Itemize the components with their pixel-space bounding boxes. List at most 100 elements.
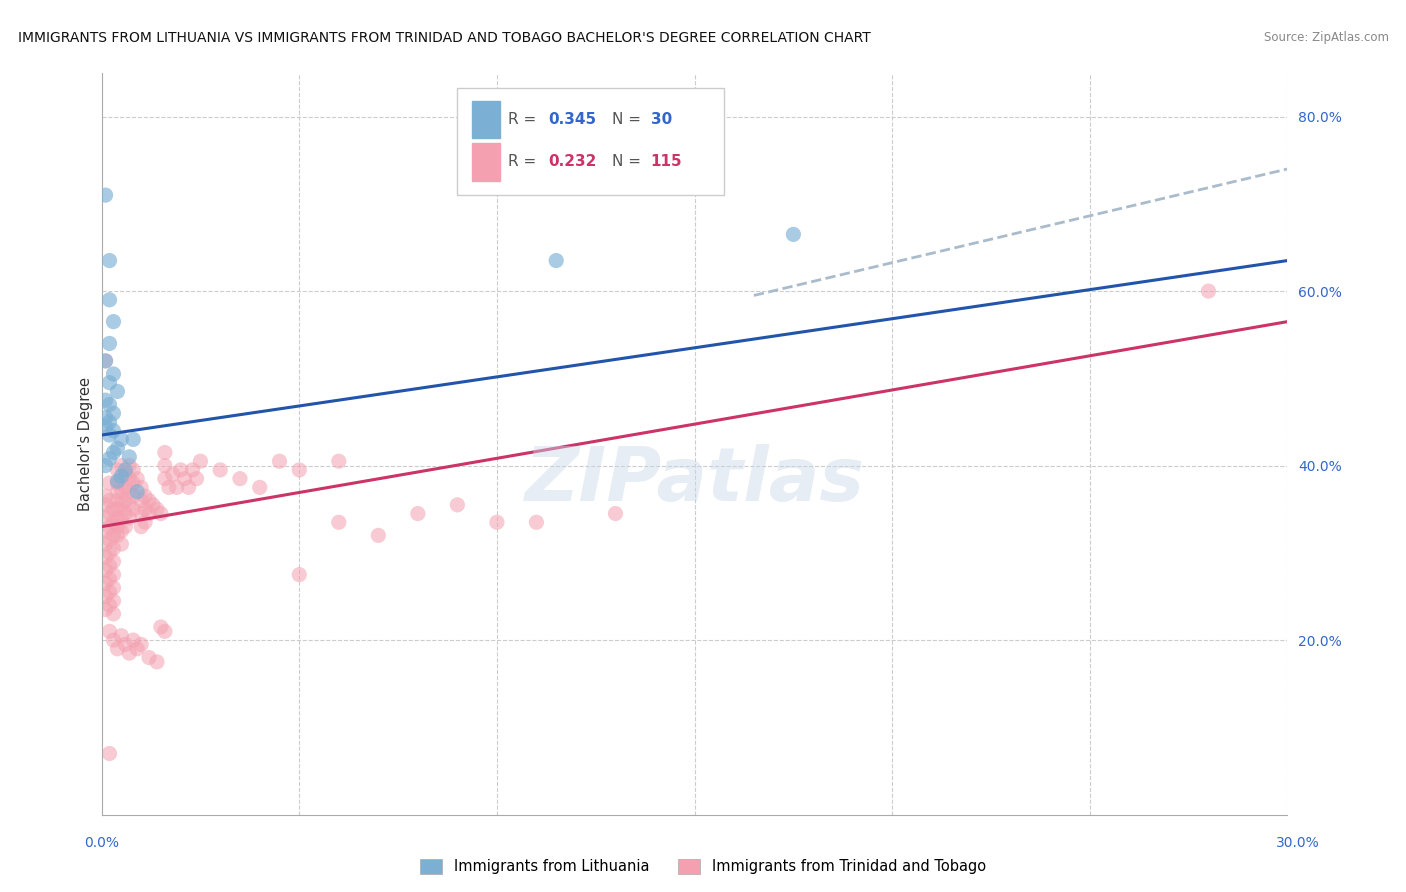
Point xyxy=(142,498,165,512)
Point xyxy=(209,463,232,477)
Point xyxy=(138,493,160,508)
Text: IMMIGRANTS FROM LITHUANIA VS IMMIGRANTS FROM TRINIDAD AND TOBAGO BACHELOR'S DEGR: IMMIGRANTS FROM LITHUANIA VS IMMIGRANTS … xyxy=(18,31,872,45)
Point xyxy=(103,516,125,530)
Point xyxy=(114,519,136,533)
Point xyxy=(129,637,152,651)
Point xyxy=(173,472,195,486)
Point xyxy=(98,519,121,533)
Point xyxy=(103,541,125,556)
Point xyxy=(177,480,200,494)
Point xyxy=(98,336,121,351)
Text: 30: 30 xyxy=(651,112,672,128)
Point xyxy=(110,458,132,473)
Point xyxy=(98,585,121,599)
Point xyxy=(114,507,136,521)
Point xyxy=(122,489,145,503)
Point xyxy=(122,633,145,648)
Point xyxy=(107,463,129,477)
Point xyxy=(149,507,172,521)
Point xyxy=(107,493,129,508)
Point xyxy=(94,511,117,525)
Point xyxy=(103,555,125,569)
Point xyxy=(94,419,117,434)
Point xyxy=(118,450,141,464)
Point xyxy=(107,475,129,489)
Point xyxy=(98,507,121,521)
Point xyxy=(249,480,271,494)
Point xyxy=(129,519,152,533)
Point xyxy=(406,507,429,521)
Point xyxy=(153,472,176,486)
Text: N =: N = xyxy=(612,154,645,169)
Point xyxy=(94,393,117,408)
Point xyxy=(98,558,121,573)
Point xyxy=(118,646,141,660)
Point xyxy=(110,469,132,483)
Point xyxy=(118,458,141,473)
Point xyxy=(98,546,121,560)
Point xyxy=(328,516,350,530)
Text: ZIPatlas: ZIPatlas xyxy=(524,444,865,517)
Point xyxy=(118,472,141,486)
Point xyxy=(103,445,125,459)
FancyBboxPatch shape xyxy=(457,87,724,195)
Point xyxy=(127,641,149,656)
Point xyxy=(146,502,169,516)
Text: 0.232: 0.232 xyxy=(548,154,598,169)
Point xyxy=(146,655,169,669)
Point xyxy=(122,476,145,491)
Point xyxy=(103,502,125,516)
Point xyxy=(153,445,176,459)
Point xyxy=(103,528,125,542)
Point xyxy=(107,502,129,516)
Point xyxy=(605,507,627,521)
Point xyxy=(127,484,149,499)
Point xyxy=(328,454,350,468)
Text: R =: R = xyxy=(509,112,541,128)
Point xyxy=(110,433,132,447)
Point xyxy=(118,484,141,499)
Point xyxy=(98,747,121,761)
Point xyxy=(181,463,204,477)
Point xyxy=(103,633,125,648)
Text: N =: N = xyxy=(612,112,645,128)
Text: Source: ZipAtlas.com: Source: ZipAtlas.com xyxy=(1264,31,1389,45)
Point xyxy=(134,502,156,516)
Point xyxy=(110,511,132,525)
Point xyxy=(107,528,129,542)
Point xyxy=(103,581,125,595)
Legend: Immigrants from Lithuania, Immigrants from Trinidad and Tobago: Immigrants from Lithuania, Immigrants fr… xyxy=(415,853,991,880)
Point xyxy=(94,602,117,616)
Point xyxy=(98,598,121,612)
Point xyxy=(485,516,508,530)
Point xyxy=(157,480,180,494)
Point xyxy=(122,463,145,477)
Point xyxy=(153,458,176,473)
Point xyxy=(94,354,117,368)
Text: R =: R = xyxy=(509,154,541,169)
Point xyxy=(94,410,117,425)
Point xyxy=(169,463,191,477)
Point xyxy=(269,454,291,468)
Point xyxy=(94,524,117,538)
Point xyxy=(94,498,117,512)
Point xyxy=(134,516,156,530)
Point xyxy=(98,533,121,547)
Point xyxy=(107,641,129,656)
Point xyxy=(288,567,311,582)
Point xyxy=(1197,284,1219,298)
Point xyxy=(134,489,156,503)
Point xyxy=(94,458,117,473)
Point xyxy=(138,507,160,521)
Point xyxy=(190,454,212,468)
Point xyxy=(149,620,172,634)
Point xyxy=(103,424,125,438)
Point xyxy=(129,493,152,508)
Point xyxy=(107,384,129,399)
Point xyxy=(103,567,125,582)
Point xyxy=(114,467,136,482)
Point xyxy=(103,594,125,608)
Point xyxy=(98,624,121,639)
Point xyxy=(186,472,208,486)
Point xyxy=(367,528,389,542)
